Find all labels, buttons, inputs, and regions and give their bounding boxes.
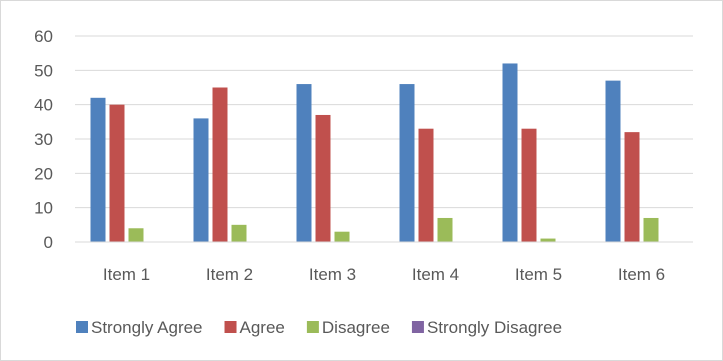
bar-disagree — [334, 231, 350, 242]
bar-strongly-agree — [605, 80, 621, 242]
y-tick-label: 40 — [34, 96, 53, 115]
bar-strongly-agree — [502, 63, 518, 242]
bars — [90, 63, 659, 243]
y-tick-label: 20 — [34, 164, 53, 183]
legend-item: Strongly Disagree — [411, 318, 562, 337]
bar-agree — [418, 128, 434, 242]
y-tick-label: 60 — [34, 27, 53, 46]
legend-label: Agree — [240, 318, 285, 337]
legend-label: Disagree — [322, 318, 390, 337]
bar-strongly-agree — [193, 118, 209, 242]
legend-item: Disagree — [306, 318, 390, 337]
bar-disagree — [231, 224, 247, 242]
bar-disagree — [128, 228, 144, 242]
bar-disagree — [437, 217, 453, 242]
bar-disagree — [643, 217, 659, 242]
legend-swatch — [224, 321, 237, 333]
bar-agree — [212, 87, 228, 242]
y-axis-ticks: 0 10 20 30 40 50 60 — [34, 27, 53, 252]
legend-swatch — [76, 321, 88, 333]
legend-swatch — [411, 321, 424, 333]
legend-swatch — [306, 321, 319, 333]
bar-agree — [315, 114, 331, 242]
gridlines — [75, 35, 693, 209]
x-tick-label: Item 2 — [206, 265, 253, 284]
x-tick-label: Item 5 — [515, 265, 562, 284]
x-tick-label: Item 3 — [309, 265, 356, 284]
legend-item: Strongly Agree — [76, 318, 203, 337]
y-tick-label: 10 — [34, 199, 53, 218]
bar-agree — [109, 104, 125, 243]
x-tick-label: Item 1 — [103, 265, 150, 284]
bar-strongly-agree — [399, 84, 415, 242]
legend-item: Agree — [224, 318, 285, 337]
legend: Strongly Agree Agree Disagree Strongly Disa… — [76, 318, 562, 337]
y-tick-label: 0 — [44, 233, 53, 252]
bar-strongly-agree — [90, 97, 106, 242]
bar-agree — [624, 132, 640, 242]
legend-label: Strongly Disagree — [427, 318, 562, 337]
x-axis-ticks: Item 1 Item 2 Item 3 Item 4 Item 5 Item 6 — [103, 265, 665, 284]
x-tick-label: Item 6 — [618, 265, 665, 284]
bar-disagree — [540, 238, 556, 242]
bar-agree — [521, 128, 537, 242]
bar-strongly-agree — [296, 84, 312, 242]
y-tick-label: 30 — [34, 130, 53, 149]
legend-label: Strongly Agree — [91, 318, 203, 337]
y-tick-label: 50 — [34, 61, 53, 80]
x-tick-label: Item 4 — [412, 265, 459, 284]
